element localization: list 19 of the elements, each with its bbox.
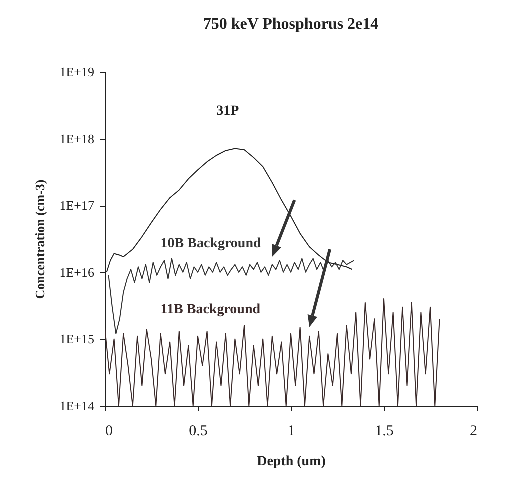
series-label: 11B Background	[160, 302, 261, 318]
line-series	[108, 258, 355, 334]
x-tick-label: 1.5	[375, 424, 394, 440]
x-axis-title: Depth (um)	[257, 454, 326, 470]
y-tick-label: 1E+15	[60, 332, 94, 347]
x-tick-label: 0.5	[189, 424, 208, 440]
x-tick-label: 1	[288, 424, 296, 440]
text: 31P	[216, 104, 240, 120]
y-tick-label: 1E+19	[60, 64, 94, 80]
line-series	[105, 298, 440, 406]
y-tick-label: 1E+17	[60, 198, 95, 214]
y-tick-label: 1E+18	[60, 131, 94, 146]
y-axis-title: Concentration (cm-3)	[32, 180, 48, 300]
y-tick-label: 1E+16	[60, 264, 95, 280]
x-tick-label: 2	[470, 424, 478, 440]
x-tick-label: 0	[106, 424, 113, 440]
legend-label: 10B Background	[160, 236, 262, 252]
y-tick-label: 1E+14	[60, 398, 95, 414]
chart-title: 750 keV Phosphorus 2e14	[203, 16, 379, 33]
